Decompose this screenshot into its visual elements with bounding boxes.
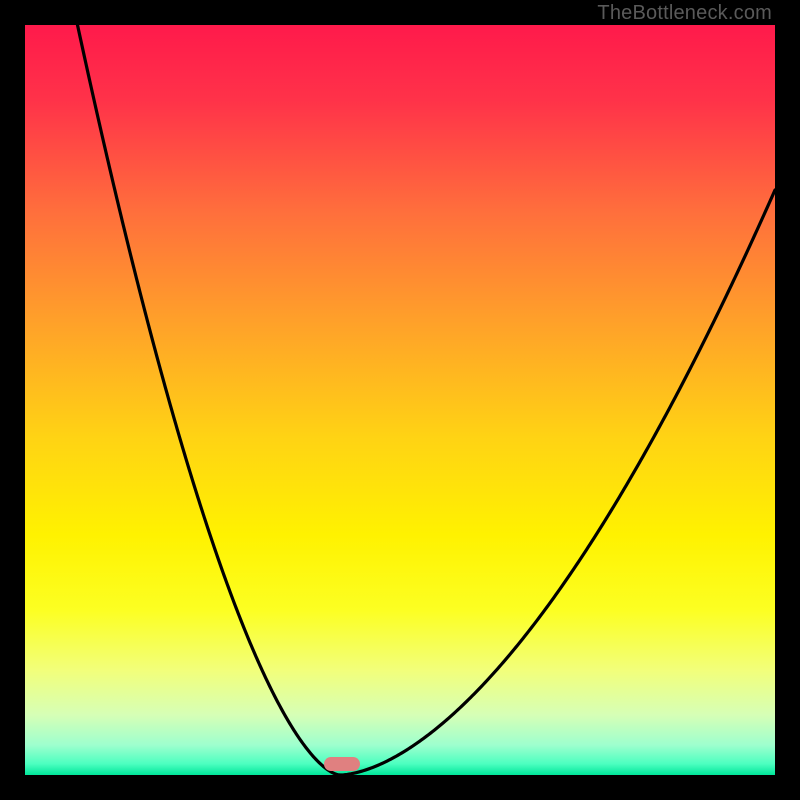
bottleneck-curve <box>25 25 775 775</box>
chart-frame: TheBottleneck.com <box>0 0 800 800</box>
watermark-text: TheBottleneck.com <box>597 2 772 25</box>
ideal-zone-marker <box>324 757 360 771</box>
plot-area <box>25 25 775 775</box>
